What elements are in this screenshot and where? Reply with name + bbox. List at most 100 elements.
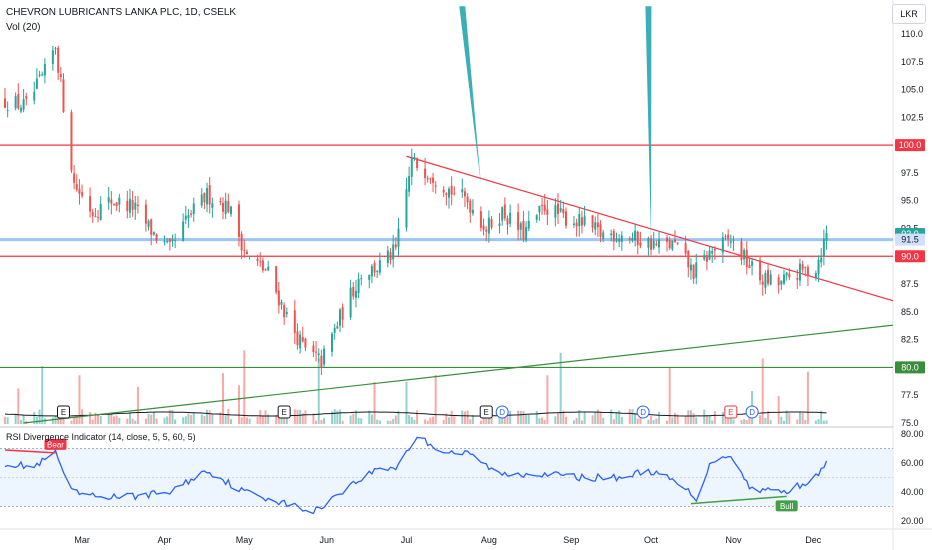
candle-body xyxy=(541,204,544,206)
volume-bar xyxy=(320,420,323,424)
candle-body xyxy=(559,207,562,212)
candle-body xyxy=(416,158,419,169)
candle-body xyxy=(466,196,469,203)
candle-body xyxy=(113,204,116,206)
candle-body xyxy=(6,110,9,112)
volume-bar xyxy=(445,413,448,424)
candle-body xyxy=(261,260,264,271)
volume-bar xyxy=(91,419,94,424)
volume-bar xyxy=(705,415,708,424)
volume-bar xyxy=(740,420,743,424)
candle-body xyxy=(35,78,38,89)
volume-bar xyxy=(182,417,185,424)
volume-bar xyxy=(676,414,679,424)
candle-body xyxy=(54,48,57,50)
candle-body xyxy=(745,249,748,267)
rsi-indicator-label: RSI Divergence Indicator (14, close, 5, … xyxy=(6,432,196,442)
support-trendline xyxy=(23,324,894,424)
volume-bar xyxy=(73,416,76,424)
earnings-marker-text: E xyxy=(61,408,66,417)
earnings-marker-text: E xyxy=(484,408,489,417)
candle-body xyxy=(618,238,621,242)
volume-bar xyxy=(546,375,549,424)
candle-body xyxy=(22,99,25,110)
candle-body xyxy=(360,278,363,280)
candle-body xyxy=(666,237,669,242)
candle-body xyxy=(81,192,84,196)
volume-bar xyxy=(485,418,488,424)
volume-bar xyxy=(806,371,809,424)
candle-body xyxy=(429,178,432,180)
candle-body xyxy=(761,281,764,285)
volume-bar xyxy=(408,415,411,424)
divergence-label-box xyxy=(44,438,67,450)
candle-body xyxy=(689,264,692,271)
candle-body xyxy=(222,202,225,212)
price-tick-label: 110.0 xyxy=(901,29,923,39)
volume-bar xyxy=(166,416,169,424)
candle-body xyxy=(748,265,751,269)
volume-bar xyxy=(732,419,735,424)
candle-body xyxy=(357,278,360,294)
candle-body xyxy=(695,262,698,278)
price-label-box xyxy=(895,233,925,246)
candle-body xyxy=(277,290,280,306)
volume-bar xyxy=(386,420,389,424)
volume-bar xyxy=(575,417,578,424)
volume-bar xyxy=(469,419,472,424)
candle-body xyxy=(634,230,637,241)
candle-body xyxy=(405,188,408,228)
candle-body xyxy=(525,227,528,241)
candle-body xyxy=(208,185,211,205)
volume-bar xyxy=(315,420,318,424)
candle-body xyxy=(338,309,341,326)
price-tick-label: 77.5 xyxy=(901,390,919,400)
candle-body xyxy=(59,73,62,77)
candle-body xyxy=(788,273,791,278)
price-label-text: 100.0 xyxy=(899,140,922,150)
chart-title: CHEVRON LUBRICANTS LANKA PLC, 1D, CSELK xyxy=(6,7,237,18)
volume-bar xyxy=(804,419,807,424)
volume-bar xyxy=(224,415,227,424)
candle-body xyxy=(184,215,187,220)
candle-body xyxy=(152,232,155,235)
candle-body xyxy=(376,270,379,272)
volume-bar xyxy=(541,417,544,424)
candle-body xyxy=(636,231,639,246)
volume-bar xyxy=(424,419,427,424)
volume-bar xyxy=(128,412,131,424)
candle-body xyxy=(296,331,299,346)
volume-bar xyxy=(658,411,661,424)
volume-bar xyxy=(471,415,474,424)
price-tick-label: 87.5 xyxy=(901,279,919,289)
candle-body xyxy=(136,204,139,207)
volume-bar xyxy=(767,410,770,424)
volume-bar xyxy=(631,409,634,424)
rsi-tick-label: 20.00 xyxy=(901,516,924,526)
rsi-tick-label: 80.00 xyxy=(901,429,924,439)
volume-bar xyxy=(788,413,791,424)
volume-bar xyxy=(240,417,243,424)
volume-bar xyxy=(820,410,823,424)
volume-bar xyxy=(434,374,437,424)
arrow-drawing xyxy=(645,6,652,240)
candle-body xyxy=(426,178,429,180)
earnings-badge xyxy=(277,405,291,419)
volume-bar xyxy=(94,412,97,424)
candle-body xyxy=(432,177,435,183)
candle-body xyxy=(673,239,676,242)
volume-bar xyxy=(192,412,195,424)
candle-body xyxy=(713,249,716,251)
candle-body xyxy=(564,211,567,226)
price-tick-label: 102.5 xyxy=(901,112,924,122)
volume-bar xyxy=(596,409,599,424)
candle-body xyxy=(703,254,706,260)
candle-body xyxy=(599,224,602,237)
candle-body xyxy=(150,219,153,235)
currency-button[interactable]: LKR xyxy=(892,4,926,24)
volume-bar xyxy=(113,416,116,424)
candle-body xyxy=(471,209,474,214)
volume-bar xyxy=(200,414,203,424)
dividend-badge xyxy=(495,405,509,419)
